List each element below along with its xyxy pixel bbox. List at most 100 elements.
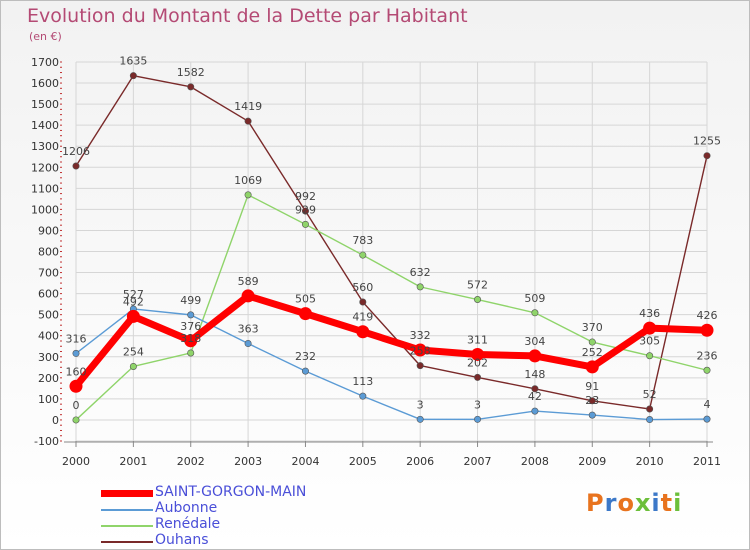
data-label: 42	[528, 390, 542, 403]
data-label: 1069	[234, 174, 262, 187]
data-label: 3	[417, 398, 424, 411]
data-point	[187, 311, 195, 319]
legend-swatch	[101, 509, 153, 511]
data-label: 992	[295, 190, 316, 203]
chart-subtitle: (en €)	[29, 30, 62, 43]
y-tick-label: 400	[38, 330, 59, 343]
y-axis: -100 0 100 200 300 400 500 600 700 800 900 1000 1100…	[31, 56, 62, 448]
data-label: 370	[582, 321, 603, 334]
data-label: 436	[639, 307, 660, 320]
data-point	[585, 360, 599, 374]
data-point	[359, 392, 367, 400]
data-label: 589	[238, 275, 259, 288]
x-tick-label: 2004	[291, 455, 319, 468]
logo-letter: i	[651, 489, 661, 517]
data-label: 492	[123, 295, 144, 308]
data-point	[588, 411, 596, 419]
data-point	[356, 325, 370, 339]
data-point	[474, 296, 482, 304]
data-point	[129, 72, 137, 80]
data-label: 929	[295, 203, 316, 216]
data-point	[416, 362, 424, 370]
data-point	[126, 309, 140, 323]
data-label: 1582	[177, 66, 205, 79]
data-point	[244, 191, 252, 199]
data-label: 148	[524, 368, 545, 381]
data-label: 258	[410, 345, 431, 358]
data-label: 52	[643, 388, 657, 401]
data-point	[301, 367, 309, 375]
data-label: 632	[410, 266, 431, 279]
data-point	[72, 416, 80, 424]
data-label: 783	[352, 234, 373, 247]
x-tick-label: 2006	[406, 455, 434, 468]
data-point	[643, 321, 657, 335]
data-point	[244, 340, 252, 348]
logo-letter: P	[586, 489, 605, 517]
grid	[75, 61, 708, 442]
y-tick-label: 1200	[31, 161, 59, 174]
legend-label: SAINT-GORGON-MAIN	[155, 484, 307, 500]
data-point	[241, 289, 255, 303]
data-label: 509	[524, 292, 545, 305]
x-tick-label: 2009	[578, 455, 606, 468]
data-label: 1206	[62, 145, 90, 158]
y-tick-label: -100	[34, 435, 59, 448]
logo-letter: t	[660, 489, 674, 517]
y-tick-label: 1100	[31, 182, 59, 195]
x-axis: 2000 2001 2002 2003 2004 2005 2006 2007 2008 2009…	[62, 441, 721, 468]
data-point	[416, 283, 424, 291]
y-tick-label: 1700	[31, 56, 59, 69]
series-line-ouhans	[75, 74, 708, 410]
data-point	[471, 347, 485, 361]
data-point	[298, 307, 312, 321]
data-point	[413, 343, 427, 357]
data-point	[646, 352, 654, 360]
data-point	[301, 207, 309, 215]
y-tick-label: 1300	[31, 140, 59, 153]
data-label: 311	[467, 333, 488, 346]
y-tick-label: 600	[38, 288, 59, 301]
legend-swatch	[101, 541, 153, 543]
data-point	[703, 152, 711, 160]
y-tick-label: 0	[52, 414, 59, 427]
data-label: 23	[585, 394, 599, 407]
data-point	[359, 251, 367, 259]
logo-letter: i	[673, 489, 683, 517]
data-label: 363	[238, 323, 259, 336]
data-label: 305	[639, 335, 660, 348]
x-tick-label: 2007	[464, 455, 492, 468]
data-label: 1419	[234, 100, 262, 113]
data-point	[359, 298, 367, 306]
data-point	[187, 83, 195, 91]
x-tick-label: 2008	[521, 455, 549, 468]
y-tick-label: 800	[38, 246, 59, 259]
data-label: 113	[352, 375, 373, 388]
legend-label: Renédale	[155, 516, 221, 532]
data-point	[531, 385, 539, 393]
y-tick-label: 500	[38, 309, 59, 322]
series-line-saint-gorgon-main	[72, 292, 711, 390]
data-label: 254	[123, 345, 144, 358]
x-tick-label: 2011	[693, 455, 721, 468]
data-label: 252	[582, 346, 603, 359]
y-tick-label: 1400	[31, 119, 59, 132]
logo-letter: r	[604, 489, 618, 517]
x-tick-label: 2010	[636, 455, 664, 468]
data-label: 560	[352, 281, 373, 294]
data-point	[703, 366, 711, 374]
y-tick-label: 300	[38, 351, 59, 364]
data-point	[416, 415, 424, 423]
proxiti-logo: Proxiti	[586, 489, 682, 517]
series-line-aubonne	[75, 308, 708, 421]
data-label: 332	[410, 329, 431, 342]
data-label: 91	[585, 380, 599, 393]
data-point	[531, 309, 539, 317]
data-label: 1255	[693, 135, 721, 148]
data-point	[69, 379, 83, 393]
data-label: 419	[352, 311, 373, 324]
data-point	[474, 415, 482, 423]
